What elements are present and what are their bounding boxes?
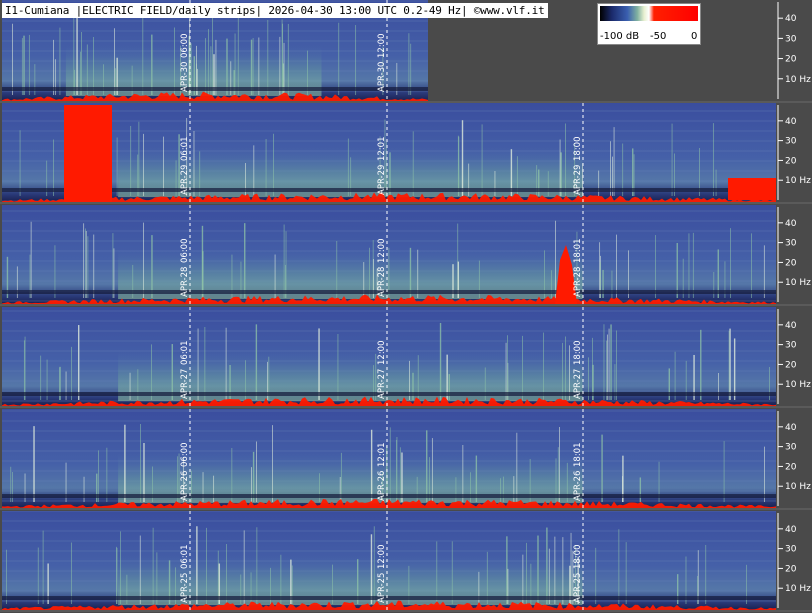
date-label: APR-28 [180, 267, 190, 297]
date-label: APR-27 [377, 369, 387, 399]
freq-tick-label: 40 [785, 423, 797, 433]
freq-tick-label: 20 [785, 258, 797, 268]
date-label: APR-25 [377, 573, 387, 603]
time-label: 18:00 [573, 341, 583, 366]
freq-tick-label: 30 [785, 443, 797, 453]
strip-apr-26: 06:00 APR-26 12:01 APR-26 18:01 APR-26 40 30 20 1… [0, 409, 812, 510]
freq-tick-label: 10 Hz [785, 176, 811, 186]
freq-tick-label: 40 [785, 321, 797, 331]
freq-tick-label: 40 [785, 219, 797, 229]
time-label: 12:01 [377, 443, 387, 468]
date-label: APR-30 [377, 62, 387, 92]
date-label: APR-29 [377, 165, 387, 195]
color-scale-legend: -100 dB -50 0 [597, 3, 701, 45]
legend-label-min: -100 dB [600, 31, 640, 42]
frequency-axis: 40 30 20 10 Hz [777, 309, 811, 404]
date-label: APR-29 [573, 165, 583, 195]
freq-tick-label: 10 Hz [785, 584, 811, 594]
freq-tick-label: 40 [785, 14, 797, 24]
freq-tick-label: 20 [785, 564, 797, 574]
freq-tick-label: 20 [785, 156, 797, 166]
freq-tick-label: 20 [785, 360, 797, 370]
freq-tick-label: 10 Hz [785, 75, 811, 85]
strip-apr-25: 06:01 APR-25 12:00 APR-25 18:00 APR-25 40 30 20 1… [0, 511, 812, 612]
date-label: APR-25 [573, 573, 583, 603]
date-label: APR-26 [377, 471, 387, 501]
strip-apr-28: 06:00 APR-28 12:00 APR-28 18:01 APR-28 40 30 20 1… [0, 205, 812, 306]
time-label: 12:00 [377, 341, 387, 366]
frequency-axis: 40 30 20 10 Hz [777, 411, 811, 506]
date-label: APR-25 [180, 573, 190, 603]
time-label: 06:01 [180, 545, 190, 570]
time-label: 06:01 [180, 341, 190, 366]
date-label: APR-29 [180, 165, 190, 195]
strip-apr-27: 06:01 APR-27 12:00 APR-27 18:00 APR-27 40 30 20 1… [0, 307, 812, 408]
strip-apr-29: 06:01 APR-29 12:01 APR-29 18:00 APR-29 40 30 20 1… [0, 103, 812, 204]
time-label: 06:01 [180, 137, 190, 162]
time-label: 12:00 [377, 239, 387, 264]
date-label: APR-28 [573, 267, 583, 297]
date-label: APR-28 [377, 267, 387, 297]
date-label: APR-27 [573, 369, 583, 399]
time-label: 18:00 [573, 137, 583, 162]
legend-label-max: 0 [691, 31, 698, 42]
frequency-axis: 40 30 20 10 Hz [777, 207, 811, 302]
time-label: 18:01 [573, 239, 583, 264]
date-label: APR-27 [180, 369, 190, 399]
freq-tick-label: 40 [785, 117, 797, 127]
time-label: 18:01 [573, 443, 583, 468]
freq-tick-label: 30 [785, 34, 797, 44]
frequency-axis: 40 30 20 10 Hz [777, 513, 811, 608]
frequency-axis: 40 30 20 10 Hz [777, 2, 811, 99]
freq-tick-label: 30 [785, 239, 797, 249]
time-label: 06:00 [180, 34, 190, 59]
date-label: APR-26 [573, 471, 583, 501]
time-label: 12:00 [377, 34, 387, 59]
frequency-axis: 40 30 20 10 Hz [777, 105, 811, 200]
freq-tick-label: 20 [785, 55, 797, 65]
date-label: APR-30 [180, 62, 190, 92]
time-label: 18:00 [573, 545, 583, 570]
time-label: 06:00 [180, 239, 190, 264]
freq-tick-label: 10 Hz [785, 482, 811, 492]
color-scale-bar [600, 6, 698, 21]
time-label: 12:00 [377, 545, 387, 570]
freq-tick-label: 30 [785, 137, 797, 147]
legend-label-mid: -50 [650, 31, 667, 42]
freq-tick-label: 30 [785, 545, 797, 555]
time-label: 12:01 [377, 137, 387, 162]
freq-tick-label: 20 [785, 462, 797, 472]
date-label: APR-26 [180, 471, 190, 501]
freq-tick-label: 10 Hz [785, 380, 811, 390]
header-title: I1-Cumiana |ELECTRIC FIELD/daily strips|… [2, 3, 548, 18]
freq-tick-label: 30 [785, 341, 797, 351]
time-label: 06:00 [180, 443, 190, 468]
freq-tick-label: 40 [785, 525, 797, 535]
freq-tick-label: 10 Hz [785, 278, 811, 288]
